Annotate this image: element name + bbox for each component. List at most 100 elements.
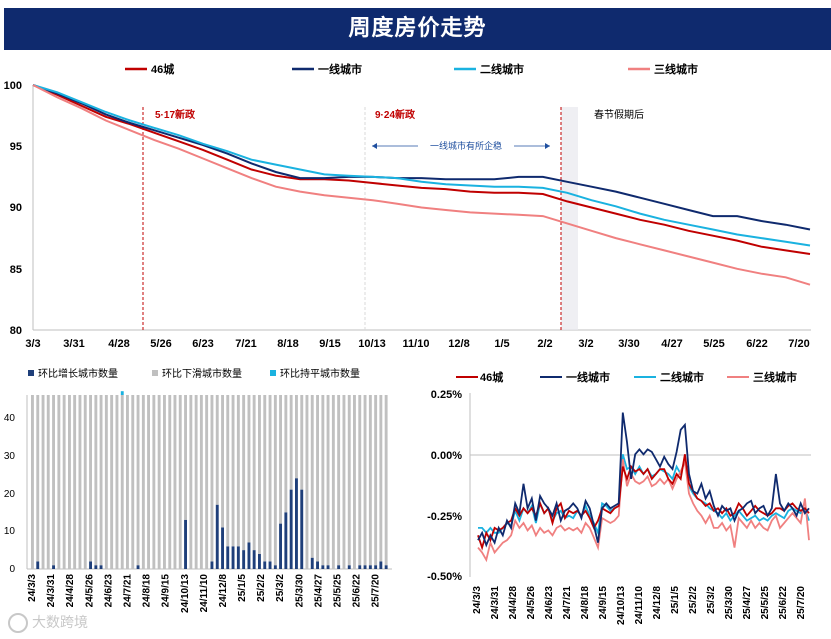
bar-up-62 xyxy=(358,565,362,569)
mom-legend-tier1-label: 一线城市 xyxy=(566,370,610,384)
main-ytick-1: 85 xyxy=(10,264,22,276)
bar-x-ticks: 24/3/3 24/3/31 24/4/28 24/5/26 24/6/23 24/7/2… xyxy=(27,574,382,613)
legend-tier1-label: 一线城市 xyxy=(318,62,362,76)
bar-down-65 xyxy=(374,395,378,566)
mom-series-line-0 xyxy=(477,454,810,551)
bar-down-58 xyxy=(337,395,341,566)
main-xtick-11: 1/5 xyxy=(494,338,509,350)
main-xtick-0: 3/3 xyxy=(25,338,40,350)
bar-up-43 xyxy=(258,553,261,569)
main-xtick-8: 10/13 xyxy=(358,338,386,350)
bar-up-44 xyxy=(263,561,267,569)
bar-down-62 xyxy=(358,395,362,566)
mom-xtick-17: 25/6/22 xyxy=(778,586,789,620)
mom-series-line-2 xyxy=(478,454,810,537)
legend-tier2-label: 二线城市 xyxy=(480,62,524,76)
bar-xtick-15: 25/4/27 xyxy=(313,574,324,608)
mom-ytick-1: -0.25% xyxy=(427,511,462,523)
bar-xtick-13: 25/3/2 xyxy=(275,574,286,602)
bar-xtick-4: 24/6/23 xyxy=(103,574,114,608)
bar-up-12 xyxy=(94,565,98,569)
page-title: 周度房价走势 xyxy=(348,16,487,41)
bar-up-41 xyxy=(247,542,251,569)
mom-xtick-0: 24/3/3 xyxy=(472,586,483,614)
bar-up-65 xyxy=(374,565,378,569)
mom-legend-tier2-label: 二线城市 xyxy=(660,370,704,384)
main-xtick-4: 6/23 xyxy=(192,338,213,350)
bar-ytick-4: 40 xyxy=(4,413,16,424)
main-xtick-7: 9/15 xyxy=(319,338,340,350)
bar-up-40 xyxy=(242,550,246,569)
main-xtick-2: 4/28 xyxy=(108,338,129,350)
bar-up-58 xyxy=(337,565,341,569)
bar-down-4 xyxy=(52,395,55,566)
bar-down-9 xyxy=(78,395,82,569)
bar-up-20 xyxy=(136,565,140,569)
legend-flat-swatch xyxy=(270,370,276,376)
bar-down-63 xyxy=(363,395,367,566)
bar-up-66 xyxy=(379,561,383,569)
main-annotations: 5·17新政 9·24新政 春节假期后 一线城市有所企稳 xyxy=(155,108,644,152)
bar-up-46 xyxy=(273,565,277,569)
bar-legend: 环比增长城市数量 环比下滑城市数量 环比持平城市数量 xyxy=(28,367,360,380)
bar-up-45 xyxy=(268,561,272,569)
mom-x-ticks: 24/3/3 24/3/31 24/4/28 24/5/26 24/6/23 24/7/2… xyxy=(472,586,807,625)
bar-down-12 xyxy=(94,395,98,566)
main-series-line-2 xyxy=(32,84,811,247)
bar-down-67 xyxy=(384,395,388,566)
mom-xtick-1: 24/3/31 xyxy=(490,586,501,620)
mom-xtick-13: 25/3/2 xyxy=(706,586,717,614)
annotation-517: 5·17新政 xyxy=(155,108,196,121)
bar-down-31 xyxy=(194,395,198,569)
bar-up-37 xyxy=(226,546,230,569)
main-xtick-17: 6/22 xyxy=(746,338,767,350)
main-xtick-12: 2/2 xyxy=(537,338,552,350)
bar-down-30 xyxy=(189,395,193,569)
bar-xtick-1: 24/3/31 xyxy=(46,574,57,608)
bar-xtick-5: 24/7/21 xyxy=(123,574,134,608)
bar-up-64 xyxy=(368,565,372,569)
bar-xtick-3: 24/5/26 xyxy=(84,574,95,608)
spring-shade xyxy=(561,107,578,330)
bar-down-20 xyxy=(136,395,140,566)
main-ytick-3: 95 xyxy=(10,141,22,153)
bar-up-50 xyxy=(295,478,298,569)
main-xtick-13: 3/2 xyxy=(578,338,593,350)
mom-xtick-10: 24/12/8 xyxy=(652,586,663,620)
bar-down-45 xyxy=(268,395,272,562)
bar-down-53 xyxy=(310,395,314,558)
bar-down-35 xyxy=(215,395,219,505)
main-xtick-3: 5/26 xyxy=(150,338,171,350)
bar-xtick-14: 25/3/30 xyxy=(294,574,305,608)
mom-ytick-2: 0.00% xyxy=(431,450,462,462)
main-xtick-15: 4/27 xyxy=(661,338,682,350)
bar-down-49 xyxy=(289,395,293,490)
bar-xtick-12: 25/2/2 xyxy=(256,574,267,602)
bar-flat-17 xyxy=(120,391,124,395)
main-xtick-18: 7/20 xyxy=(788,338,809,350)
bar-up-13 xyxy=(99,565,103,569)
bar-down-60 xyxy=(347,395,351,566)
bar-down-16 xyxy=(115,395,119,569)
bar-xtick-8: 24/10/13 xyxy=(180,574,191,613)
mom-xtick-12: 25/2/2 xyxy=(688,586,699,614)
bar-up-1 xyxy=(36,561,40,569)
mom-xtick-3: 24/5/26 xyxy=(526,586,537,620)
bar-up-67 xyxy=(384,565,388,569)
bar-xtick-0: 24/3/3 xyxy=(27,574,38,602)
bar-up-49 xyxy=(289,489,293,569)
bar-up-54 xyxy=(316,561,319,569)
bar-up-39 xyxy=(236,546,240,569)
bar-up-42 xyxy=(252,550,256,569)
main-xtick-6: 8/18 xyxy=(277,338,298,350)
bar-up-60 xyxy=(347,565,351,569)
bar-down-46 xyxy=(273,395,277,566)
bar-xtick-17: 25/6/22 xyxy=(352,574,363,608)
mom-legend: 46城 一线城市 二线城市 三线城市 xyxy=(456,370,797,384)
bar-down-40 xyxy=(242,395,246,551)
bar-down-55 xyxy=(321,395,325,566)
main-series-line-3 xyxy=(32,84,811,286)
bar-down-19 xyxy=(131,395,135,569)
bar-down-14 xyxy=(104,395,108,569)
